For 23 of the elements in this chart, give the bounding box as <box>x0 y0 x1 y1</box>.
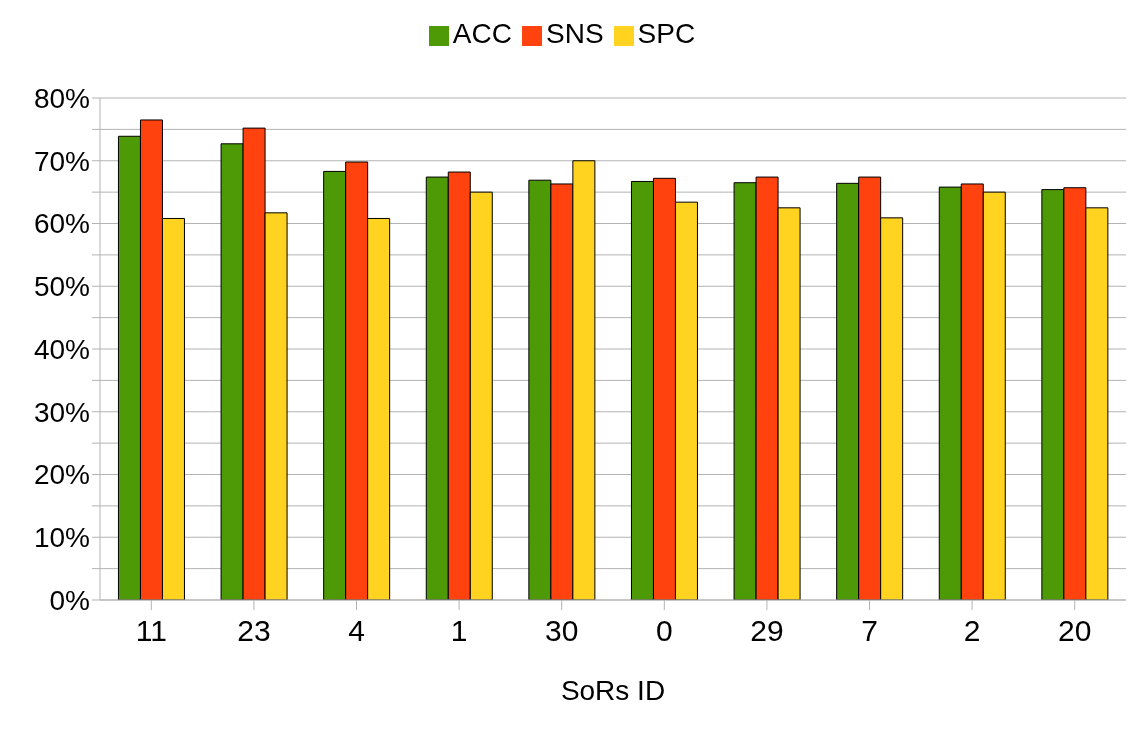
y-tick-label: 30% <box>33 396 90 428</box>
x-tick-label: 11 <box>135 614 167 648</box>
y-tick-label: 60% <box>33 208 90 240</box>
x-tick-label: 23 <box>237 614 271 648</box>
x-axis-title: SoRs ID <box>560 675 666 706</box>
legend-label: ACC <box>452 18 512 49</box>
y-tick-label: 80% <box>33 82 90 114</box>
x-tick-label: 2 <box>963 614 981 648</box>
x-tick-label: 1 <box>450 614 468 648</box>
legend-label: SNS <box>545 18 604 49</box>
y-tick-label: 0% <box>49 584 90 616</box>
x-tick-label: 0 <box>655 614 673 648</box>
y-tick-label: 70% <box>33 145 90 177</box>
legend-label: SPC <box>637 18 696 49</box>
y-tick-label: 50% <box>33 271 90 303</box>
x-tick-label: 4 <box>348 614 365 648</box>
y-tick-label: 10% <box>33 522 90 554</box>
y-tick-label: 40% <box>33 333 90 365</box>
x-tick-label: 20 <box>1058 614 1092 648</box>
x-tick-label: 29 <box>750 614 784 648</box>
x-tick-label: 7 <box>861 614 878 648</box>
y-tick-label: 20% <box>33 459 90 491</box>
x-tick-label: 30 <box>545 614 579 648</box>
